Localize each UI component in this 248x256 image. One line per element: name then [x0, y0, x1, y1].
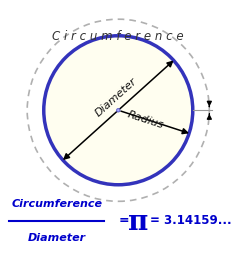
Text: Radius: Radius	[126, 109, 165, 130]
Circle shape	[117, 109, 120, 112]
Text: = 3.14159...: = 3.14159...	[150, 214, 232, 227]
Circle shape	[44, 36, 193, 185]
Text: C i r c u m f e r e n c e: C i r c u m f e r e n c e	[52, 30, 184, 43]
Text: =: =	[118, 214, 129, 227]
Text: Diameter: Diameter	[28, 232, 86, 242]
Text: Diameter: Diameter	[93, 76, 139, 119]
Text: π: π	[128, 209, 149, 236]
Text: Circumference: Circumference	[11, 199, 102, 209]
